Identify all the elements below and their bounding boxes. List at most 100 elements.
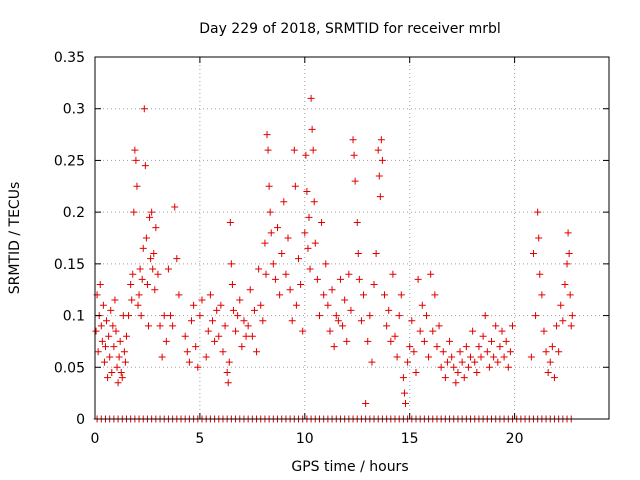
data-point xyxy=(347,306,355,314)
data-point xyxy=(198,296,206,304)
x-tick-label: 15 xyxy=(401,431,419,447)
data-point xyxy=(265,182,273,190)
data-point xyxy=(192,343,200,351)
data-point xyxy=(374,146,382,154)
data-point xyxy=(133,182,141,190)
data-point xyxy=(137,312,145,320)
data-point xyxy=(185,358,193,366)
data-point xyxy=(313,275,321,283)
data-point xyxy=(269,260,277,268)
data-point xyxy=(116,337,124,345)
data-point xyxy=(389,270,397,278)
data-point xyxy=(167,312,175,320)
data-point xyxy=(253,348,261,356)
data-point xyxy=(508,322,516,330)
data-point xyxy=(111,296,119,304)
data-point xyxy=(326,327,334,335)
data-point xyxy=(135,291,143,299)
data-point xyxy=(97,322,105,330)
data-point xyxy=(288,317,296,325)
data-point xyxy=(309,146,317,154)
data-point xyxy=(383,322,391,330)
data-point xyxy=(529,250,537,258)
data-point xyxy=(297,281,305,289)
data-point xyxy=(479,332,487,340)
data-point xyxy=(264,146,272,154)
data-point xyxy=(330,343,338,351)
data-point xyxy=(112,327,120,335)
data-point xyxy=(215,332,223,340)
data-point xyxy=(240,317,248,325)
data-point xyxy=(566,291,574,299)
data-point xyxy=(462,343,470,351)
data-point xyxy=(127,281,135,289)
data-point xyxy=(357,317,365,325)
data-point xyxy=(404,358,412,366)
data-point xyxy=(250,306,258,314)
data-point xyxy=(103,317,111,325)
data-point xyxy=(259,317,267,325)
data-point xyxy=(350,151,358,159)
data-point xyxy=(527,353,535,361)
y-tick-label: 0.35 xyxy=(54,50,85,66)
data-point xyxy=(295,255,303,263)
data-point xyxy=(136,265,144,273)
data-point xyxy=(385,306,393,314)
data-point xyxy=(567,322,575,330)
data-point xyxy=(477,353,485,361)
data-point xyxy=(149,265,157,273)
data-point xyxy=(483,348,491,356)
data-point xyxy=(130,208,138,216)
data-point xyxy=(372,250,380,258)
data-point xyxy=(291,182,299,190)
data-point xyxy=(341,296,349,304)
data-point xyxy=(406,343,414,351)
data-point xyxy=(375,172,383,180)
data-point xyxy=(429,327,437,335)
data-point xyxy=(128,296,136,304)
data-point xyxy=(142,234,150,242)
data-point xyxy=(336,275,344,283)
y-tick-label: 0.3 xyxy=(63,102,85,118)
data-point xyxy=(568,312,576,320)
data-point xyxy=(439,348,447,356)
data-point xyxy=(226,218,234,226)
data-point xyxy=(175,291,183,299)
data-point xyxy=(108,368,116,376)
data-point xyxy=(206,291,214,299)
data-point xyxy=(238,343,246,351)
data-point xyxy=(113,363,121,371)
data-point xyxy=(376,193,384,201)
data-point xyxy=(475,343,483,351)
y-tick-label: 0.05 xyxy=(54,360,85,376)
data-point xyxy=(181,332,189,340)
data-point xyxy=(304,244,312,252)
data-point xyxy=(120,348,128,356)
y-tick-label: 0.15 xyxy=(54,257,85,273)
data-point xyxy=(118,374,126,382)
data-point xyxy=(401,399,409,407)
data-point xyxy=(414,275,422,283)
data-point xyxy=(498,327,506,335)
data-point xyxy=(190,301,198,309)
data-point xyxy=(550,374,558,382)
data-point xyxy=(450,363,458,371)
data-point xyxy=(433,343,441,351)
data-point xyxy=(420,337,428,345)
data-point xyxy=(150,250,158,258)
data-point xyxy=(494,358,502,366)
data-point xyxy=(441,374,449,382)
data-point xyxy=(544,368,552,376)
data-point xyxy=(248,332,256,340)
data-point xyxy=(308,125,316,133)
data-point xyxy=(211,337,219,345)
data-point xyxy=(431,291,439,299)
data-point xyxy=(246,286,254,294)
data-point xyxy=(125,312,133,320)
data-point xyxy=(395,312,403,320)
data-point xyxy=(292,301,300,309)
data-point xyxy=(151,286,159,294)
data-point xyxy=(160,312,168,320)
data-point xyxy=(542,348,550,356)
data-point xyxy=(208,317,216,325)
